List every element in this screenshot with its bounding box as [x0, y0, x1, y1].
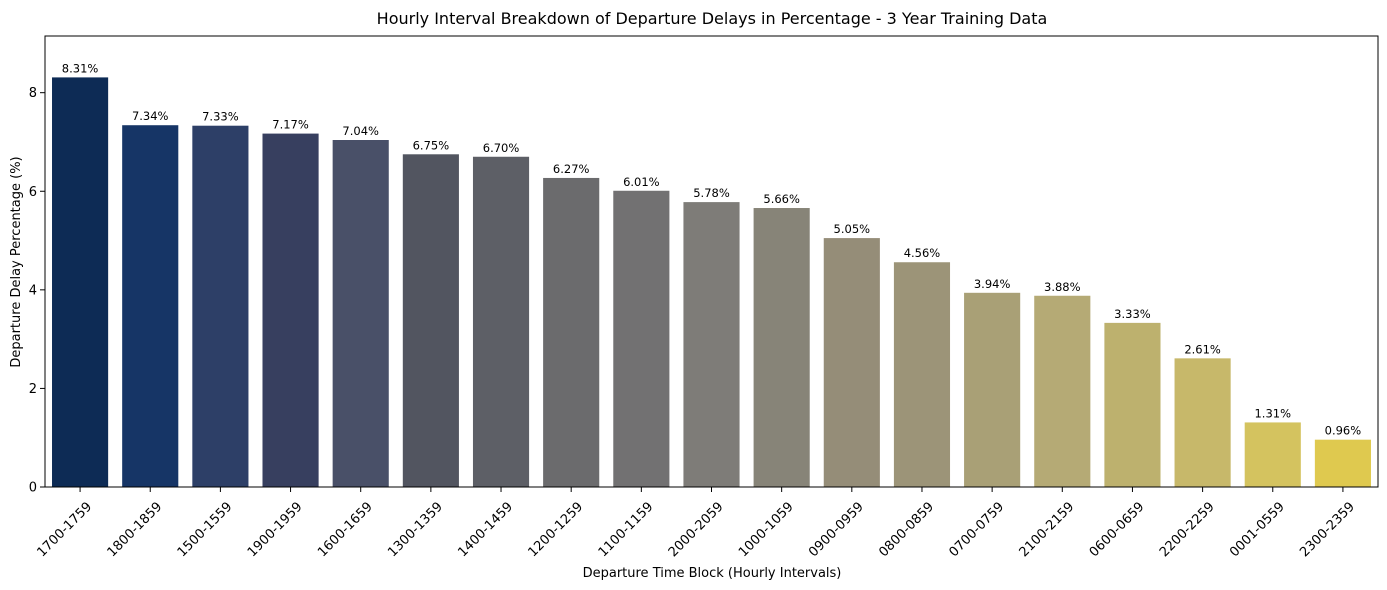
- data-label-2100-2159: 3.88%: [1044, 280, 1081, 294]
- x-tick-label: 1800-1859: [105, 499, 166, 560]
- x-tick-label: 1400-1459: [455, 499, 516, 560]
- bar-0001-0559: [1244, 422, 1301, 487]
- bar-1700-1759: [52, 77, 109, 487]
- x-axis: 1700-1759 1800-1859 1500-1559 1900-1959 1600…: [34, 487, 1358, 560]
- bar-1000-1059: [753, 208, 810, 488]
- x-axis-label: Departure Time Block (Hourly Intervals): [583, 566, 842, 581]
- chart-title: Hourly Interval Breakdown of Departure D…: [377, 9, 1048, 28]
- data-labels-group: 8.31% 7.34% 7.33% 7.17% 7.04% 6.75% 6.70% 6.27%…: [62, 61, 1361, 437]
- x-tick-label: 1700-1759: [34, 499, 95, 560]
- data-label-2200-2259: 2.61%: [1184, 342, 1221, 356]
- y-tick-label: 8: [29, 86, 37, 101]
- bar-0600-0659: [1104, 322, 1161, 487]
- data-label-1400-1459: 6.70%: [483, 141, 520, 155]
- data-label-1100-1159: 6.01%: [623, 175, 660, 189]
- x-tick-label: 1000-1059: [736, 499, 797, 560]
- bar-1900-1959: [262, 133, 319, 487]
- x-tick-label: 1900-1959: [245, 499, 306, 560]
- bar-0900-0959: [823, 238, 880, 487]
- y-tick-label: 2: [29, 382, 37, 397]
- bar-2200-2259: [1174, 358, 1231, 487]
- data-label-1600-1659: 7.04%: [342, 124, 379, 138]
- bar-2300-2359: [1314, 439, 1371, 487]
- data-label-0600-0659: 3.33%: [1114, 307, 1151, 321]
- data-label-0800-0859: 4.56%: [904, 246, 941, 260]
- data-label-1200-1259: 6.27%: [553, 162, 590, 176]
- x-tick-label: 0001-0559: [1227, 499, 1288, 560]
- x-tick-label: 2300-2359: [1297, 499, 1358, 560]
- x-tick-label: 0900-0959: [806, 499, 867, 560]
- bar-0700-0759: [964, 292, 1021, 487]
- data-label-2300-2359: 0.96%: [1325, 424, 1362, 438]
- bar-1200-1259: [543, 177, 600, 487]
- y-tick-label: 0: [29, 481, 37, 496]
- data-label-1700-1759: 8.31%: [62, 61, 99, 75]
- x-tick-label: 0800-0859: [876, 499, 937, 560]
- bar-1500-1559: [192, 125, 249, 488]
- x-tick-label: 0700-0759: [946, 499, 1007, 560]
- y-tick-label: 4: [29, 283, 37, 298]
- bar-2000-2059: [683, 202, 740, 487]
- bar-1300-1359: [402, 154, 459, 487]
- data-label-1800-1859: 7.34%: [132, 109, 169, 123]
- x-tick-label: 2200-2259: [1157, 499, 1218, 560]
- x-tick-label: 1200-1259: [526, 499, 587, 560]
- data-label-0700-0759: 3.94%: [974, 277, 1011, 291]
- y-axis-label: Departure Delay Percentage (%): [9, 156, 24, 367]
- bars-group: [52, 77, 1371, 488]
- bar-1800-1859: [122, 125, 179, 488]
- x-tick-label: 2100-2159: [1017, 499, 1078, 560]
- bar-1100-1159: [613, 190, 670, 487]
- data-label-1900-1959: 7.17%: [272, 118, 309, 132]
- x-tick-label: 1500-1559: [175, 499, 236, 560]
- y-tick-label: 6: [29, 185, 37, 200]
- x-tick-label: 1300-1359: [385, 499, 446, 560]
- data-label-0001-0559: 1.31%: [1254, 406, 1291, 420]
- data-label-1500-1559: 7.33%: [202, 110, 239, 124]
- x-tick-label: 1600-1659: [315, 499, 376, 560]
- x-tick-label: 0600-0659: [1087, 499, 1148, 560]
- bar-2100-2159: [1034, 295, 1091, 487]
- x-tick-label: 2000-2059: [666, 499, 727, 560]
- data-label-0900-0959: 5.05%: [834, 222, 871, 236]
- data-label-2000-2059: 5.78%: [693, 186, 730, 200]
- x-tick-label: 1100-1159: [596, 499, 657, 560]
- bar-1400-1459: [472, 156, 530, 487]
- y-axis: 0 2 4 6 8: [29, 86, 45, 496]
- data-label-1300-1359: 6.75%: [413, 138, 450, 152]
- data-label-1000-1059: 5.66%: [763, 192, 800, 206]
- bar-0800-0859: [893, 262, 951, 487]
- bar-1600-1659: [332, 140, 389, 487]
